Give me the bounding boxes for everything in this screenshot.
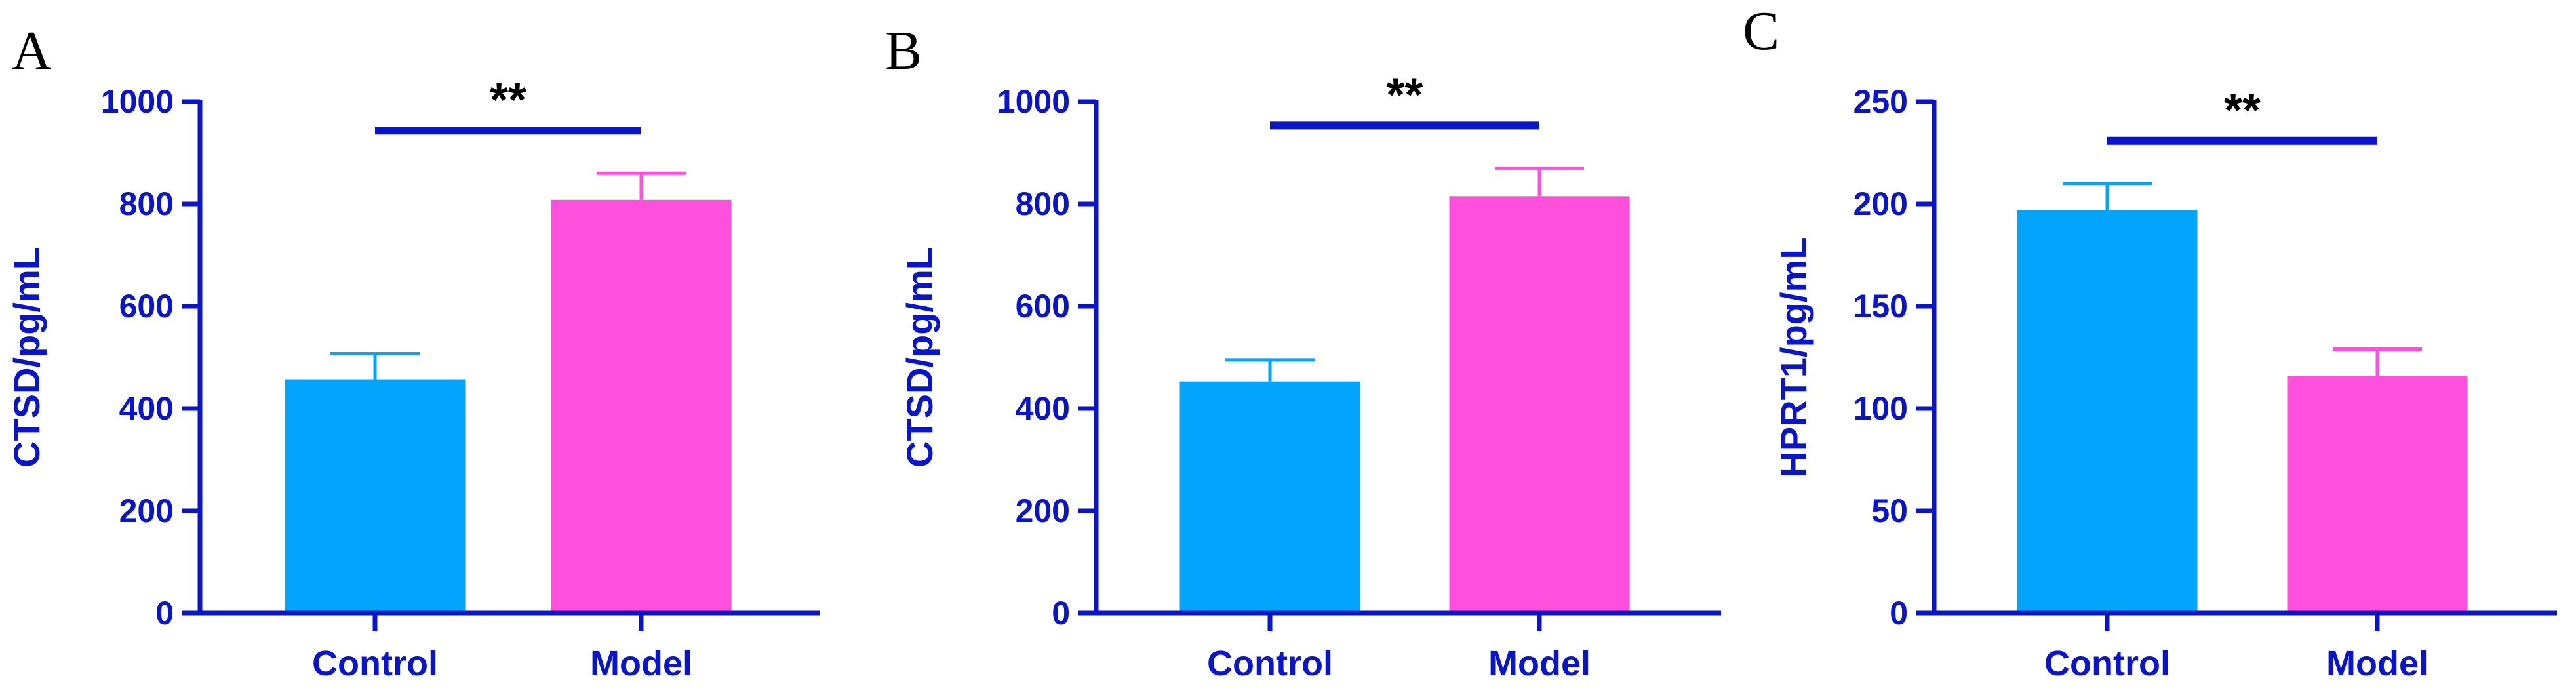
x-category-label-model: Model <box>2326 644 2428 683</box>
significance-label: ** <box>1386 69 1423 121</box>
y-tick-label: 250 <box>1853 83 1908 120</box>
y-tick-label: 0 <box>1890 595 1908 631</box>
bar-control <box>2017 210 2198 613</box>
chart-panel-c: C 0 50 100 150 200 250 Control Model HPRT1/pg/mL *… <box>1743 1 2557 683</box>
y-tick-label: 800 <box>119 186 174 222</box>
chart-panel-b: B 0 200 400 600 800 1000 Control Model CTSD/pg/mL… <box>885 20 1721 683</box>
y-tick-label: 50 <box>1871 492 1908 529</box>
y-axis-title: HPRT1/pg/mL <box>1773 237 1814 477</box>
bar-model <box>2287 376 2468 613</box>
y-tick-label: 800 <box>1016 186 1070 222</box>
y-tick-label: 0 <box>155 595 174 631</box>
chart-panel-a: A 0 200 400 600 800 1000 Control Model CTSD/pg/mL… <box>6 20 820 683</box>
y-tick-label: 600 <box>119 288 174 325</box>
x-category-label-control: Control <box>1207 644 1333 683</box>
bar-model <box>551 199 732 613</box>
y-axis-title: CTSD/pg/mL <box>899 247 940 467</box>
bar-model <box>1449 196 1630 613</box>
y-tick-label: 1000 <box>997 83 1070 120</box>
significance-label: ** <box>490 74 526 127</box>
y-tick-label: 100 <box>1853 390 1908 427</box>
panel-letter: B <box>885 20 922 81</box>
y-tick-label: 400 <box>119 390 174 427</box>
y-tick-label: 200 <box>119 492 174 529</box>
significance-label: ** <box>2224 85 2261 137</box>
y-tick-label: 600 <box>1016 288 1070 325</box>
x-category-label-model: Model <box>590 644 692 683</box>
y-tick-label: 200 <box>1016 492 1070 529</box>
y-tick-label: 1000 <box>101 83 174 120</box>
panel-letter: A <box>12 20 52 81</box>
x-category-label-model: Model <box>1488 644 1591 683</box>
y-tick-label: 400 <box>1016 390 1070 427</box>
y-tick-label: 150 <box>1853 288 1908 325</box>
y-tick-label: 0 <box>1052 595 1070 631</box>
bar-control <box>285 379 466 613</box>
panel-letter: C <box>1743 1 1779 62</box>
bar-control <box>1179 381 1360 613</box>
x-category-label-control: Control <box>312 644 438 683</box>
y-tick-label: 200 <box>1853 186 1908 222</box>
x-category-label-control: Control <box>2044 644 2170 683</box>
y-axis-title: CTSD/pg/mL <box>6 247 47 467</box>
